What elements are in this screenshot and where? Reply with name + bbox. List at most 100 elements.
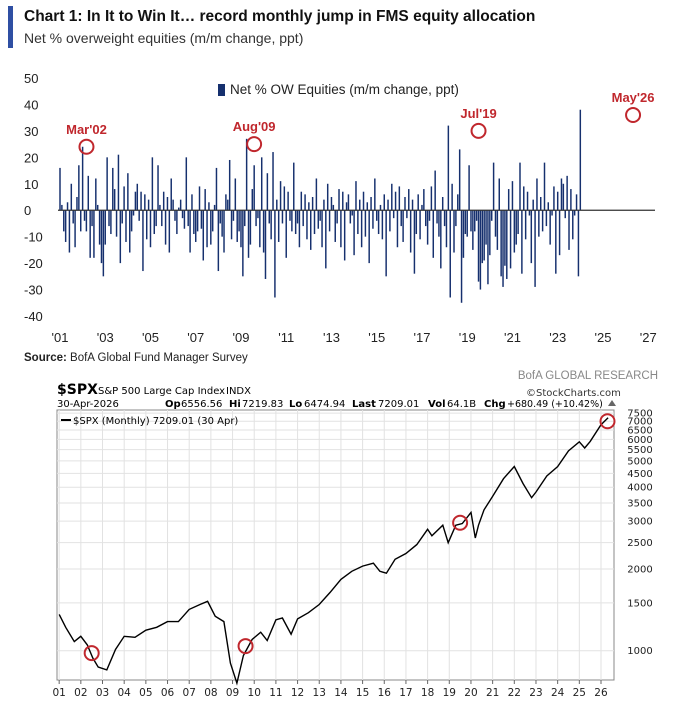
fms-bar [577,210,580,277]
spx-x-tick-label: 10 [248,687,261,699]
fms-bar [494,210,497,237]
fms-bar [353,210,355,256]
fms-bar [315,178,318,211]
fms-bar [302,210,304,227]
fms-x-tick-label: '19 [459,330,476,345]
fms-annotation-label: May'26 [612,90,655,105]
chart-title: Chart 1: In It to Win It… record monthly… [24,8,536,25]
spx-low-label: Lo [289,399,302,410]
fms-bar [176,210,178,235]
fms-bar [490,210,493,221]
spx-x-tick-label: 17 [399,687,412,699]
fms-bar [293,162,295,211]
fms-bar [404,197,406,211]
fms-bar [304,194,306,211]
fms-annotation-label: Aug'09 [233,119,276,134]
fms-bar [178,207,180,211]
spx-x-tick-label: 05 [139,687,152,699]
fms-bar [555,210,557,274]
fms-x-tick-label: '05 [142,330,159,345]
fms-bar [560,178,563,211]
spx-y-tick-label: 3500 [627,498,652,509]
spx-last: 7209.01 [378,399,419,410]
fms-bar [370,197,372,211]
fms-bar [200,210,203,229]
fms-bar [338,189,340,211]
spx-x-tick-label: 08 [204,687,217,699]
fms-bar [513,210,516,253]
fms-bar [475,210,478,221]
spx-x-tick-label: 16 [378,687,392,699]
fms-bar [556,191,559,211]
fms-bar [321,210,323,248]
header-accent-bar [8,6,13,48]
fms-bar [70,183,73,211]
bofa-brand: BofA GLOBAL RESEARCH [517,370,658,382]
fms-bar [383,194,385,211]
fms-bar [477,210,480,282]
spx-vol-label: Vol [428,399,446,410]
spx-y-tick-label: 6500 [627,425,652,436]
spx-high-label: Hi [229,399,241,410]
fms-bar [215,167,218,211]
fms-annotation-circle [470,122,487,139]
fms-y-tick-label: -30 [24,283,43,298]
spx-chg-label: Chg [484,399,506,410]
fms-bar [247,210,250,258]
fms-legend-label: Net % OW Equities (m/m change, ppt) [230,82,459,97]
fms-bar [276,199,278,211]
spx-x-tick-label: 09 [226,687,239,699]
fms-bar [81,146,84,211]
spx-y-tick-label: 1000 [627,646,652,657]
fms-bar [472,210,474,250]
fms-y-tick-label: 50 [24,71,38,86]
fms-bar [319,210,321,221]
spx-x-tick-label: 20 [464,687,477,699]
fms-bar [149,210,152,248]
fms-bar [532,199,534,211]
fms-bar [575,194,578,211]
fms-bar [562,183,565,211]
spx-x-tick-label: 03 [96,687,109,699]
fms-bar [391,183,393,211]
fms-bar [228,159,231,211]
fms-bar [196,210,199,232]
fms-y-tick-label: 40 [24,97,38,112]
fms-bar [145,210,148,240]
fms-bar [424,210,427,227]
fms-bar [549,210,551,245]
fms-bar [61,204,63,211]
fms-bar [85,210,88,232]
fms-bar [242,210,244,277]
spx-x-tick-label: 01 [52,687,65,699]
spx-y-tick-label: 7500 [627,409,652,420]
fms-bar [400,210,402,227]
fms-bar [440,210,442,269]
spx-brand: ©StockCharts.com [526,388,621,399]
fms-bar [445,210,448,248]
fms-bar [492,162,495,211]
fms-bar [430,186,433,211]
fms-bar [507,189,510,211]
spx-date: 30-Apr-2026 [57,399,119,410]
fms-bar [325,210,327,269]
fms-bar [89,210,91,258]
fms-bar [185,157,188,211]
fms-bar [526,191,529,211]
fms-bar [509,210,512,269]
spx-annotation-circle [83,645,100,662]
fms-bar [528,210,531,216]
spx-exchange: INDX [226,386,251,397]
fms-bar [91,210,93,227]
spx-symbol: $SPX [57,382,98,398]
fms-bar [179,199,182,211]
fms-bar [413,210,416,274]
fms-bar [63,210,65,232]
spx-x-tick-label: 11 [269,687,282,699]
fms-bar [460,210,463,303]
spx-open-label: Op [165,399,181,410]
fms-bar [236,210,238,242]
fms-bar [195,210,197,242]
fms-bar [434,170,436,211]
fms-bar [206,210,208,248]
